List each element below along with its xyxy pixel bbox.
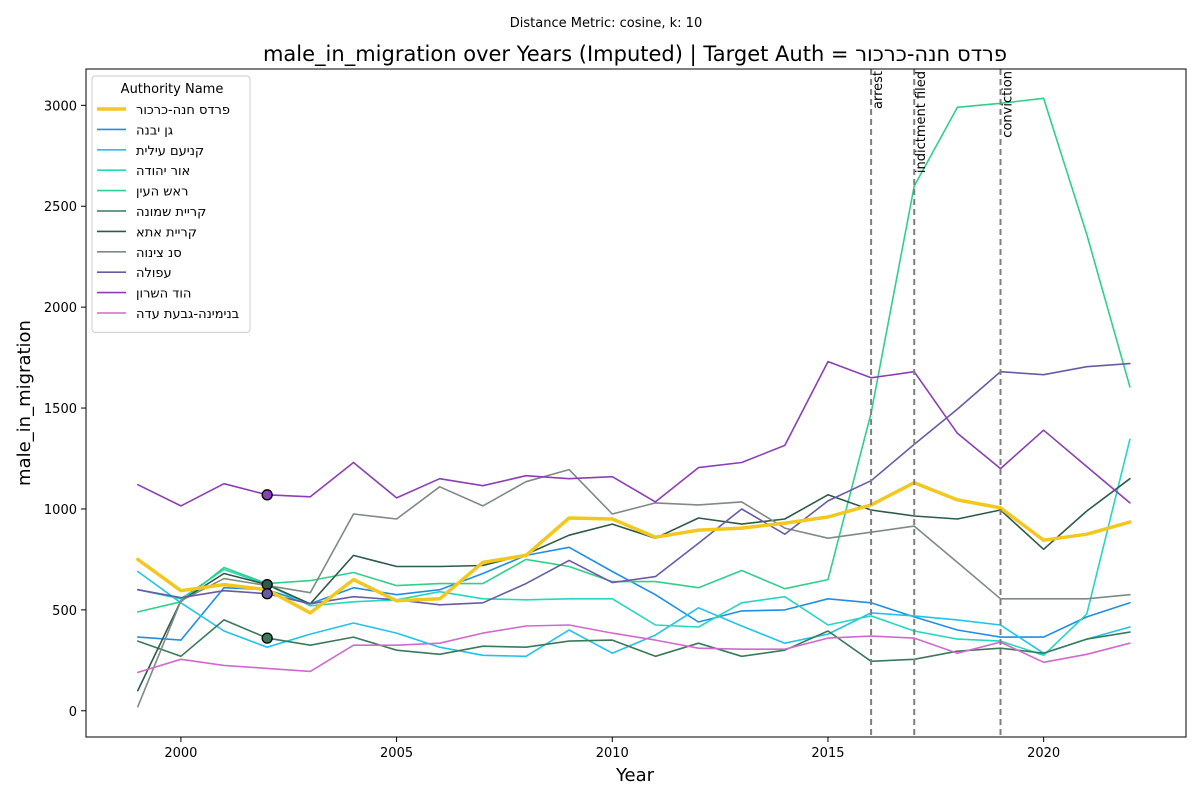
highlight-marker-0 <box>261 489 273 501</box>
event-label-1: indictment filed <box>914 71 929 173</box>
series-line-8 <box>137 362 1131 606</box>
legend-label-0: פרדס חנה-כרכור <box>136 103 230 118</box>
y-tick-label-6: 3000 <box>44 99 77 114</box>
legend-box <box>91 75 251 333</box>
chart-suptitle: Distance Metric: cosine, k: 10 <box>510 16 702 31</box>
highlight-marker-2 <box>261 588 273 600</box>
legend-label-2: קניעם עילית <box>136 144 204 159</box>
series-line-4 <box>137 97 1131 613</box>
series-line-7 <box>137 468 1131 708</box>
series-line-10 <box>137 624 1131 674</box>
y-tick-label-1: 500 <box>52 604 77 619</box>
axes-frame <box>85 68 1187 738</box>
y-tick-label-4: 2000 <box>44 301 77 316</box>
x-tick-label-3: 2015 <box>811 746 844 761</box>
highlight-marker-3 <box>261 632 273 644</box>
x-tick-label-1: 2005 <box>380 746 413 761</box>
y-tick-label-0: 0 <box>69 705 77 720</box>
chart-title: male_in_migration over Years (Imputed) |… <box>263 42 1007 67</box>
legend-label-4: ראש העין <box>136 185 188 200</box>
y-tick-label-5: 2500 <box>44 200 77 215</box>
legend-title: Authority Name <box>121 82 224 97</box>
legend-label-10: בנימינה-גבעת עדה <box>136 307 239 322</box>
x-tick-label-4: 2020 <box>1027 746 1060 761</box>
legend-label-7: סנ צינוה <box>136 246 182 261</box>
series-line-2 <box>137 570 1131 658</box>
series-line-0 <box>136 480 1132 615</box>
event-label-0: arrest <box>871 71 886 109</box>
legend-label-6: קריית אתא <box>136 225 197 240</box>
axes: 2000 2005 2010 2015 2020 0 500 1000 1500 2000 2500… <box>44 68 1187 761</box>
y-tick-label-3: 1500 <box>44 402 77 417</box>
plot-area: arrest indictment filed conviction <box>136 69 1132 737</box>
x-tick-label-0: 2000 <box>164 746 197 761</box>
legend-label-8: עפולה <box>136 266 172 281</box>
legend-label-3: אור יהודה <box>136 164 190 179</box>
event-label-2: conviction <box>1001 71 1016 138</box>
legend: Authority Name פרדס חנה-כרכור גן יבנה קניעם… <box>91 75 251 333</box>
x-tick-label-2: 2010 <box>596 746 629 761</box>
legend-label-1: גן יבנה <box>136 123 173 138</box>
series-line-6 <box>137 477 1131 692</box>
x-axis-title: Year <box>615 765 655 786</box>
legend-label-9: הוד השרון <box>136 287 191 302</box>
series-line-9 <box>137 360 1131 507</box>
y-tick-label-2: 1000 <box>44 503 77 518</box>
legend-label-5: קריית שמונה <box>136 205 206 220</box>
y-axis-title: male_in_migration <box>14 320 35 486</box>
